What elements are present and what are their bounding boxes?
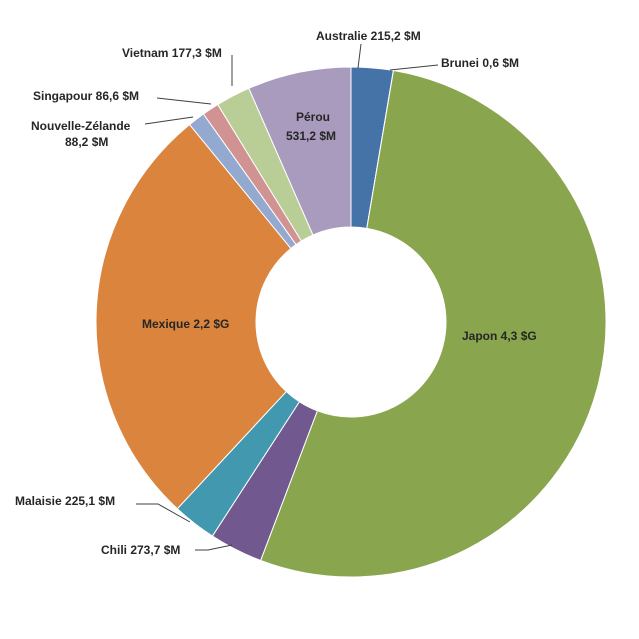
data-label-japon: Japon 4,3 $G	[462, 329, 537, 343]
slice-perou	[248, 66, 352, 236]
leader-lines	[136, 43, 439, 551]
leader-line-nouvelle-zelande	[144, 116, 194, 125]
data-label-nouvelle-zelande-value: 88,2 $M	[65, 135, 108, 149]
data-label-vietnam: Vietnam 177,3 $M	[122, 46, 222, 60]
data-label-perou-value: 531,2 $M	[286, 129, 336, 143]
data-label-australie: Australie 215,2 $M	[316, 29, 421, 43]
leader-line-malaisie	[136, 503, 191, 523]
slice-mexique	[95, 123, 292, 510]
data-label-nouvelle-zelande-name: Nouvelle-Zélande	[31, 119, 131, 133]
leader-line-chili	[195, 544, 233, 551]
data-label-chili: Chili 273,7 $M	[101, 543, 180, 557]
data-label-malaisie: Malaisie 225,1 $M	[15, 494, 115, 508]
data-label-mexique: Mexique 2,2 $G	[142, 317, 229, 331]
data-labels: Australie 215,2 $M Brunei 0,6 $M Japon 4…	[15, 29, 537, 557]
slice-japon	[259, 69, 607, 578]
donut-slices	[95, 66, 607, 578]
data-label-brunei: Brunei 0,6 $M	[441, 56, 519, 70]
data-label-perou-name: Pérou	[296, 110, 330, 124]
data-label-singapour: Singapour 86,6 $M	[33, 89, 139, 103]
leader-line-brunei	[389, 64, 439, 71]
leader-line-australie	[357, 43, 362, 69]
leader-line-singapour	[156, 97, 212, 105]
